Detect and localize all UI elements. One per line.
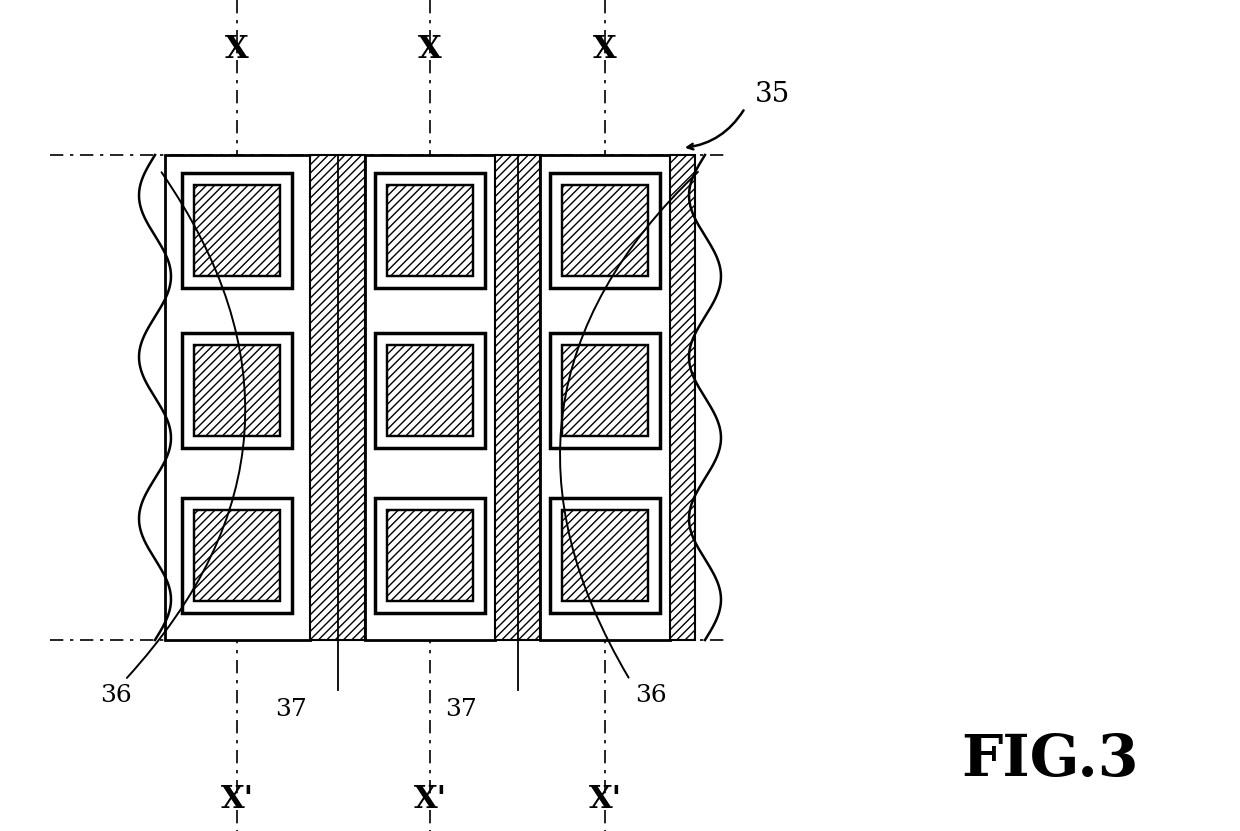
Bar <box>182 332 291 448</box>
Bar <box>495 155 539 640</box>
Text: X: X <box>593 35 616 66</box>
Bar <box>193 184 280 276</box>
Text: X: X <box>418 35 441 66</box>
Text: 36: 36 <box>100 684 131 706</box>
Bar <box>551 498 660 612</box>
Text: X': X' <box>221 784 253 815</box>
Bar <box>387 345 472 435</box>
Text: 37: 37 <box>275 699 306 721</box>
Bar <box>562 509 649 601</box>
Bar <box>387 509 472 601</box>
Bar <box>310 155 365 640</box>
Text: FIG.3: FIG.3 <box>961 732 1138 788</box>
Bar <box>670 155 694 640</box>
Bar <box>365 155 495 640</box>
Bar <box>539 155 670 640</box>
Bar <box>193 345 280 435</box>
Bar <box>374 332 485 448</box>
Bar <box>182 498 291 612</box>
Bar <box>551 173 660 288</box>
Bar <box>551 332 660 448</box>
Text: 35: 35 <box>755 81 790 109</box>
Bar <box>182 173 291 288</box>
Bar <box>387 184 472 276</box>
Bar <box>193 509 280 601</box>
Bar <box>374 498 485 612</box>
Text: 36: 36 <box>635 684 667 706</box>
Text: X: X <box>226 35 249 66</box>
Bar <box>374 173 485 288</box>
Bar <box>562 184 649 276</box>
Text: X': X' <box>413 784 446 815</box>
Text: 37: 37 <box>445 699 476 721</box>
Text: X': X' <box>589 784 621 815</box>
Bar <box>562 345 649 435</box>
Bar <box>165 155 310 640</box>
